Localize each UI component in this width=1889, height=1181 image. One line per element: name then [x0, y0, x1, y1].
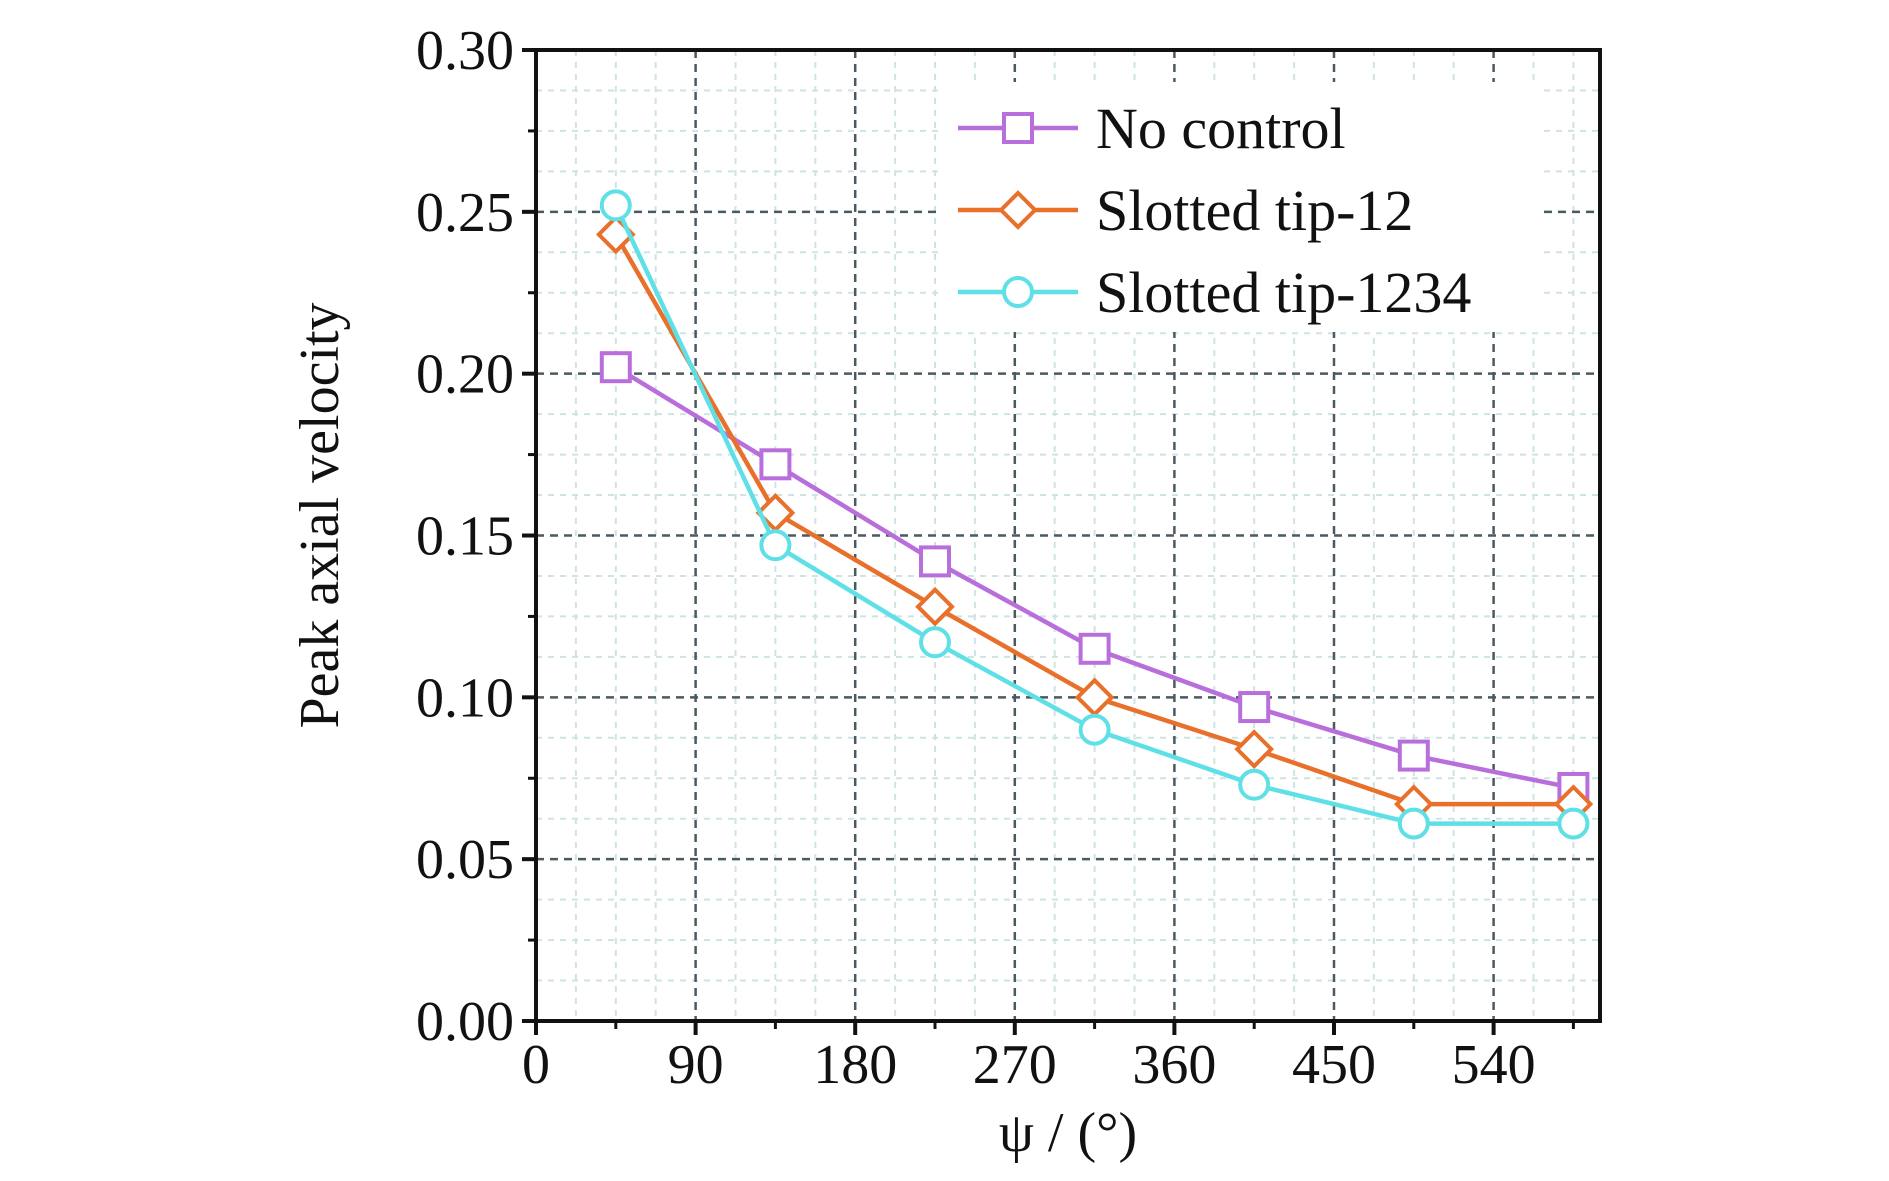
y-axis-title: Peak axial velocity [289, 302, 351, 728]
legend-swatch-no-control [958, 112, 1078, 144]
legend-item-no-control: No control [958, 96, 1346, 161]
data-point-no-control [1397, 739, 1430, 772]
data-point-slotted-tip-1234 [599, 189, 632, 222]
legend-swatch-slotted-tip-1234 [958, 276, 1078, 308]
data-point-slotted-tip-1234 [1078, 713, 1111, 746]
y-tick-label: 0.25 [416, 182, 514, 244]
data-point-slotted-tip-1234 [919, 626, 951, 659]
data-point-no-control [759, 448, 792, 481]
data-point-no-control [1238, 691, 1271, 724]
y-tick-label: 0.15 [416, 506, 514, 568]
data-point-slotted-tip-1234 [1238, 768, 1271, 801]
y-tick-label: 0.30 [416, 20, 514, 82]
legend-label-no-control: No control [1096, 96, 1346, 161]
y-tick-label: 0.05 [416, 829, 514, 891]
data-point-slotted-tip-1234 [1557, 807, 1590, 840]
legend-marker [1002, 276, 1034, 308]
legend-marker [1002, 112, 1034, 144]
x-tick-label: 450 [1292, 1034, 1376, 1096]
x-tick-label: 180 [813, 1034, 897, 1096]
legend-label-slotted-tip-12: Slotted tip-12 [1096, 178, 1413, 243]
x-tick-label: 90 [668, 1034, 724, 1096]
y-tick-label: 0.20 [416, 344, 514, 406]
legend-item-slotted-tip-12: Slotted tip-12 [958, 178, 1413, 243]
x-tick-label: 0 [522, 1034, 550, 1096]
series-slotted-tip-1234 [599, 189, 1590, 840]
data-point-slotted-tip-12 [1074, 677, 1115, 718]
data-point-slotted-tip-12 [1234, 729, 1275, 769]
legend-label-slotted-tip-1234: Slotted tip-1234 [1096, 260, 1471, 325]
data-point-no-control [599, 351, 632, 384]
x-tick-label: 270 [973, 1034, 1057, 1096]
data-point-slotted-tip-1234 [759, 529, 792, 562]
legend-swatch-slotted-tip-12 [958, 190, 1078, 230]
legend-marker [998, 190, 1038, 230]
data-point-slotted-tip-1234 [1397, 807, 1430, 840]
x-tick-labels: 0 90 180 270 360 450 540 [522, 1034, 1536, 1096]
y-tick-labels: 0.00 0.05 0.10 0.15 0.20 0.25 0.30 [416, 20, 514, 1053]
legend-item-slotted-tip-1234: Slotted tip-1234 [958, 260, 1471, 325]
data-point-no-control [919, 545, 951, 578]
x-tick-label: 360 [1132, 1034, 1216, 1096]
legend: No control Slotted tip-12 Slotted tip-12… [940, 82, 1540, 332]
x-axis-title: ψ / (°) [999, 1102, 1137, 1164]
series-layer [595, 189, 1594, 840]
y-tick-label: 0.10 [416, 667, 514, 729]
data-point-slotted-tip-12 [915, 586, 955, 627]
x-tick-label: 540 [1452, 1034, 1536, 1096]
data-point-no-control [1078, 632, 1111, 665]
y-tick-label: 0.00 [416, 991, 514, 1053]
axis-ticks [522, 48, 1575, 1035]
